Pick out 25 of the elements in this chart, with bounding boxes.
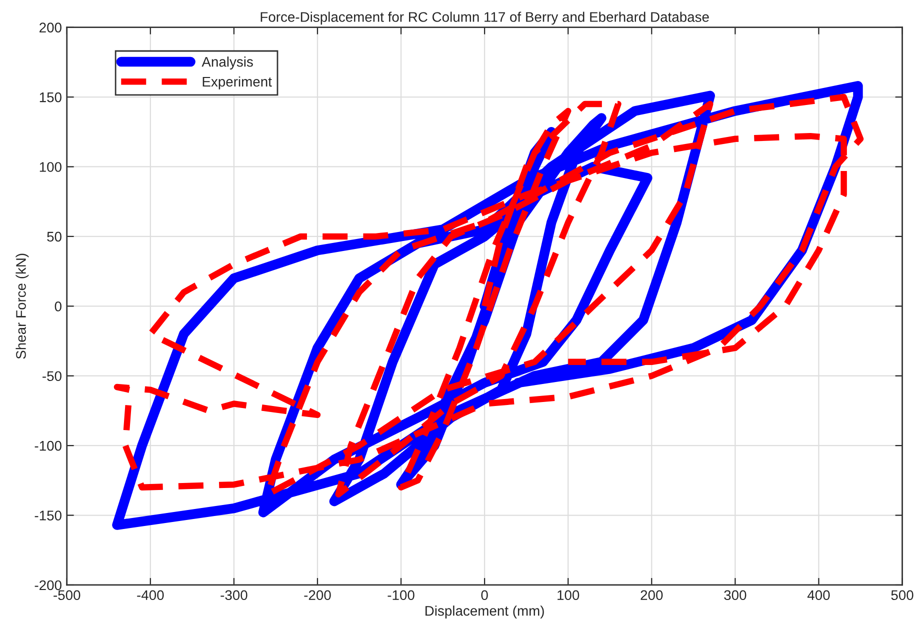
x-tick-label: -400: [137, 590, 164, 600]
x-tick-label: 200: [640, 590, 663, 600]
y-tick-label: -50: [42, 371, 62, 382]
y-tick-label: -100: [34, 440, 62, 451]
x-tick-label: -200: [304, 590, 331, 600]
y-tick-label: 200: [40, 22, 62, 32]
x-tick-label: 0: [481, 590, 488, 600]
y-tick-label: 0: [54, 301, 62, 312]
y-tick-label: 100: [40, 162, 62, 172]
x-tick-label: -500: [54, 590, 80, 600]
x-tick-label: 500: [891, 590, 914, 600]
y-tick-label: 50: [47, 232, 62, 242]
x-tick-label: -100: [388, 590, 414, 600]
legend-label: Experiment: [202, 76, 272, 90]
y-tick-label: -200: [34, 580, 62, 590]
x-tick-label: 100: [558, 590, 580, 600]
x-tick-label: 400: [807, 590, 830, 600]
x-axis-title: Displacement (mm): [426, 606, 544, 619]
legend-label: Analysis: [202, 56, 253, 70]
x-tick-label: 300: [724, 590, 746, 600]
y-tick-label: 150: [40, 92, 62, 102]
y-axis-title: Shear Force (kN): [16, 254, 29, 359]
x-tick-label: -300: [220, 590, 248, 600]
y-tick-label: -150: [34, 510, 62, 520]
chart-title: Force-Displacement for RC Column 117 of Berry and Eberhard Database: [260, 12, 709, 25]
